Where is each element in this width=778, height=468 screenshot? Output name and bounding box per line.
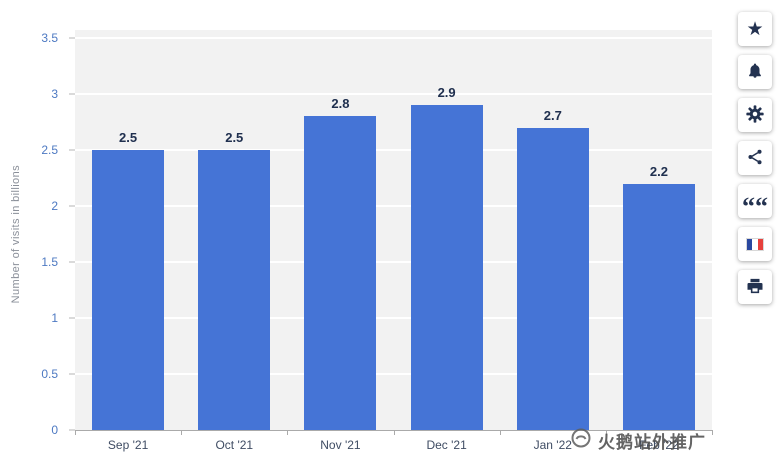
x-tick-label: Feb '22: [639, 438, 679, 452]
bell-icon: [746, 62, 764, 83]
bar-slot: 2.2: [606, 38, 712, 430]
gridline: [75, 317, 712, 319]
bar-value-label: 2.2: [649, 163, 668, 179]
star-icon: ★: [746, 18, 764, 40]
language-button[interactable]: [738, 227, 772, 261]
gridlines: [75, 37, 712, 430]
favorite-button[interactable]: ★: [738, 12, 772, 46]
bar[interactable]: [516, 127, 589, 430]
share-icon: [746, 148, 764, 169]
plot-area: 2.5 2.5 2.8 2.9 2.7 2.2: [75, 30, 712, 430]
watermark-logo-icon: [569, 426, 593, 455]
bar-value-label: 2.5: [119, 130, 138, 145]
bar-slot: 2.5: [181, 38, 287, 430]
x-tick-label: Sep '21: [107, 438, 149, 452]
share-button[interactable]: [738, 141, 772, 175]
bar-value-label: 2.7: [543, 107, 562, 123]
gridline: [75, 93, 712, 95]
bar-value-label: 2.8: [331, 96, 350, 112]
y-tick-label: 3.5: [41, 31, 58, 45]
y-tick-label: 0.5: [41, 367, 58, 381]
side-toolbar: ★ ““: [738, 12, 772, 304]
gridline: [75, 205, 712, 207]
x-axis-tickmarks: [75, 430, 713, 436]
bar[interactable]: [198, 150, 271, 430]
printer-icon: [746, 277, 764, 298]
y-axis-labels: 0 0.5 1 1.5 2 2.5 3 3.5: [0, 31, 66, 437]
y-tick-label: 3: [51, 87, 58, 101]
watermark-text: 火鹅站外推广: [598, 433, 706, 452]
bar-slot: 2.9: [394, 38, 500, 430]
bar[interactable]: [92, 150, 165, 430]
bars-row: 2.5 2.5 2.8 2.9 2.7 2.2: [75, 38, 712, 430]
settings-button[interactable]: [738, 98, 772, 132]
x-tick-label: Jan '22: [533, 438, 572, 452]
print-button[interactable]: [738, 270, 772, 304]
x-axis-labels: Sep '21 Oct '21 Nov '21 Dec '21 Jan '22 Feb '…: [75, 438, 712, 452]
x-tick-label: Dec '21: [426, 438, 467, 452]
gear-icon: [746, 104, 764, 126]
y-axis-tickmarks: [69, 37, 75, 431]
bar[interactable]: [622, 183, 695, 430]
citation-button[interactable]: ““: [738, 184, 772, 221]
notifications-button[interactable]: [738, 55, 772, 89]
gridline: [75, 261, 712, 263]
quote-icon: ““: [742, 191, 768, 221]
bar-value-label: 2.9: [437, 85, 456, 101]
gridline: [75, 149, 712, 151]
x-tick-label: Nov '21: [320, 438, 361, 452]
y-tick-label: 1.5: [41, 255, 58, 269]
bar-slot: 2.7: [500, 38, 606, 430]
y-tick-label: 2.5: [41, 143, 58, 157]
y-tick-label: 1: [51, 311, 58, 325]
gridline: [75, 373, 712, 375]
french-flag-icon: [746, 237, 764, 251]
bar-slot: 2.5: [75, 38, 181, 430]
watermark: 火鹅站外推广: [569, 426, 706, 455]
y-tick-label: 0: [51, 423, 58, 437]
gridline: [75, 37, 712, 39]
x-tick-label: Oct '21: [215, 438, 254, 452]
bar[interactable]: [410, 105, 483, 430]
bar-value-label: 2.5: [225, 130, 244, 145]
bar[interactable]: [304, 116, 377, 430]
bar-slot: 2.8: [287, 38, 393, 430]
y-tick-label: 2: [51, 199, 58, 213]
